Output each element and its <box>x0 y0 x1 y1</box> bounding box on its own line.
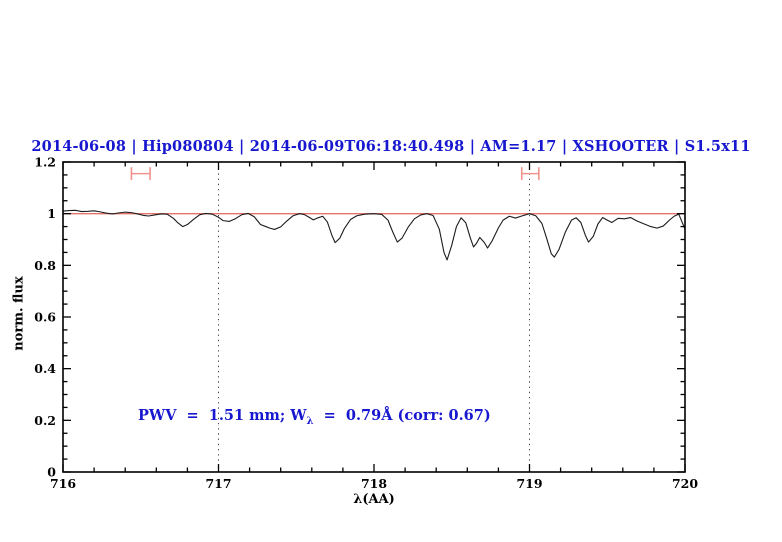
axis-ticks <box>62 161 686 473</box>
spectrum-line <box>62 209 686 261</box>
y-tick-label: 0 <box>47 465 56 480</box>
range-markers <box>130 167 540 181</box>
x-tick-label: 719 <box>516 476 542 491</box>
x-tick-label: 716 <box>50 476 76 491</box>
y-tick-label: 1.2 <box>34 155 56 170</box>
x-tick-label: 718 <box>361 476 387 491</box>
x-tick-label: 717 <box>205 476 231 491</box>
y-tick-label: 0.8 <box>34 258 56 273</box>
pwv-annotation: PWV = 1.51 mm; Wλ = 0.79Å (corr: 0.67) <box>138 407 491 427</box>
x-tick-label: 720 <box>672 476 698 491</box>
y-tick-label: 0.2 <box>34 413 56 428</box>
y-tick-labels: 0 0.2 0.4 0.6 0.8 1 1.2 <box>34 155 56 480</box>
pwv-annotation-lambda-subscript: λ <box>306 415 314 427</box>
x-tick-labels: 716 717 718 719 720 <box>50 476 698 491</box>
y-tick-label: 0.6 <box>34 310 56 325</box>
x-axis-label: λ(AA) <box>353 492 395 507</box>
y-tick-label: 0.4 <box>34 361 56 376</box>
y-axis-label: norm. flux <box>11 276 27 351</box>
plot-title: 2014-06-08 | Hip080804 | 2014-06-09T06:1… <box>31 138 751 155</box>
pwv-annotation-pre: PWV = 1.51 mm; W <box>138 407 307 424</box>
pwv-annotation-post: = 0.79Å (corr: 0.67) <box>313 407 491 424</box>
y-tick-label: 1 <box>47 206 56 221</box>
